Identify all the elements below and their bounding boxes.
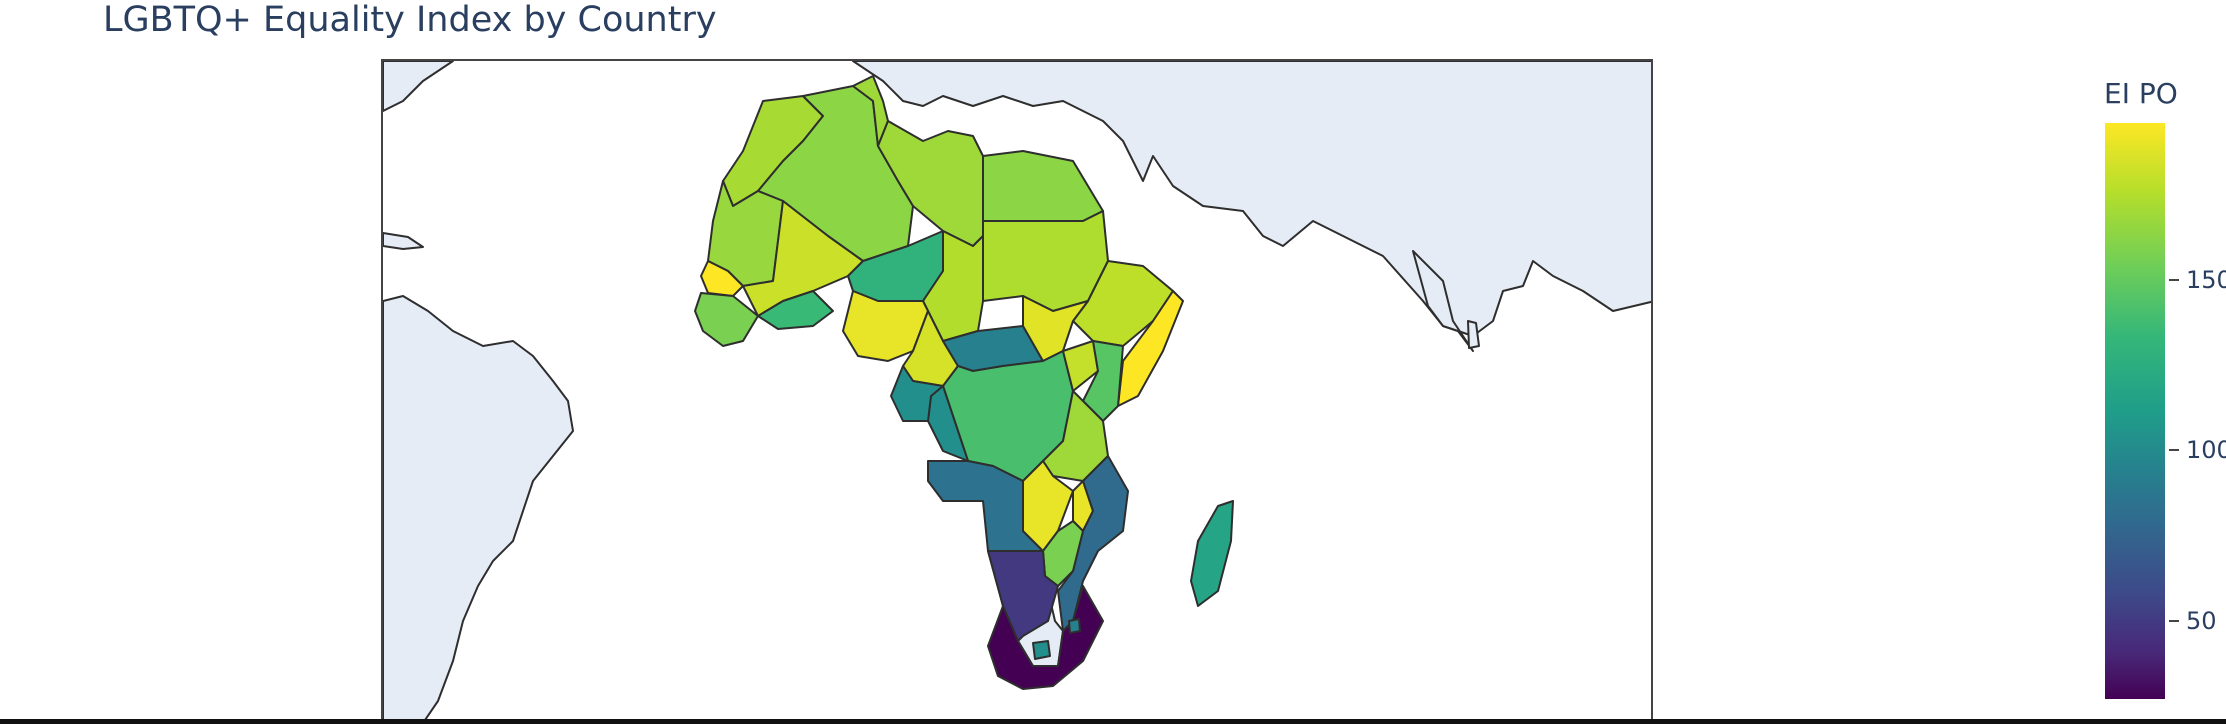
colorbar-tick [2169,449,2179,452]
country-eswatini[interactable]: Eswatini [1068,618,1081,634]
country-sudan[interactable]: Sudan [982,210,1109,312]
india-landmass [1412,250,1474,352]
colorbar [2105,123,2165,699]
colorbar-tick-label: 50 [2186,606,2217,635]
country-burkina-faso[interactable]: Burkina Faso [757,290,834,330]
country-south-africa[interactable]: South Africa [987,585,1104,690]
country-botswana[interactable]: Botswana [987,550,1059,642]
south-america-landmass [383,295,574,719]
colorbar-tick-label: 100 [2186,436,2226,465]
eurasia-landmass [852,61,1651,337]
country-somalia[interactable]: Somalia [1117,290,1184,407]
country-gabon[interactable]: Gabon [890,365,944,422]
country-madagascar[interactable]: Madagascar [1190,500,1234,607]
africa-choropleth-map[interactable]: MoroccoAlgeriaTunisiaLibyaEgyptMauritani… [383,61,1653,721]
country-south-sudan[interactable]: South Sudan [1022,295,1089,362]
country-egypt[interactable]: Egypt [982,150,1104,222]
sri-lanka-landmass [1467,320,1480,349]
caribbean-landmass [383,232,424,250]
map-frame[interactable]: MoroccoAlgeriaTunisiaLibyaEgyptMauritani… [381,59,1653,721]
north-america-landmass [383,61,454,112]
colorbar-title: EI PO [2104,77,2178,110]
country-shapes[interactable]: MoroccoAlgeriaTunisiaLibyaEgyptMauritani… [694,75,1234,690]
country-zambia[interactable]: Zambia [1022,460,1074,552]
colorbar-tick [2169,619,2179,622]
bottom-edge-bar [0,719,2226,724]
colorbar-tick-label: 150 [2186,265,2226,294]
colorbar-tick [2169,278,2179,281]
country-lesotho[interactable]: Lesotho [1032,640,1051,660]
country-guinea[interactable]: Guinea [694,292,759,347]
chart-title: LGBTQ+ Equality Index by Country [103,0,717,40]
